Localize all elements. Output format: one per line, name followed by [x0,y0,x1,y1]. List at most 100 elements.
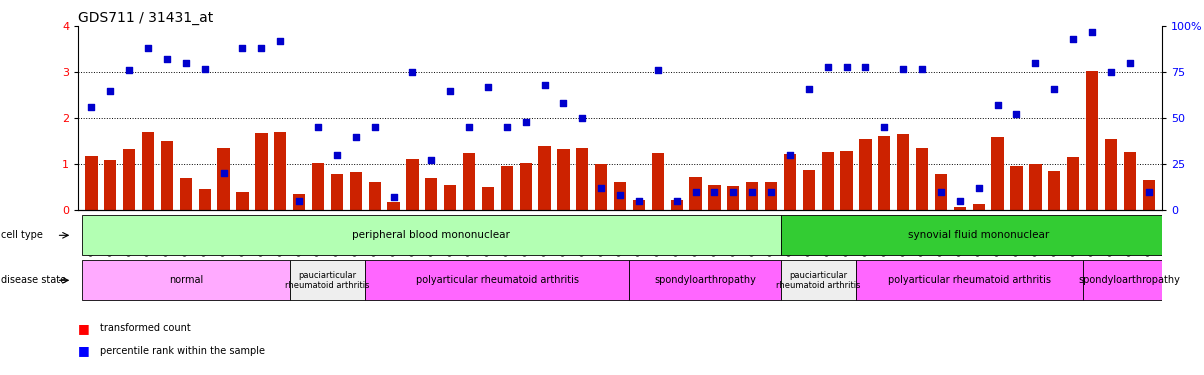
Bar [425,178,437,210]
Text: pauciarticular
rheumatoid arthritis: pauciarticular rheumatoid arthritis [777,271,861,290]
Point [1063,36,1082,42]
Bar [82,261,290,300]
Bar [1010,166,1022,210]
Point [252,45,271,51]
Bar [860,139,872,210]
Text: percentile rank within the sample: percentile rank within the sample [100,346,265,355]
Text: cell type: cell type [1,230,43,240]
Bar [897,134,909,210]
Bar [501,166,513,210]
Bar [630,261,780,300]
Bar [199,189,211,210]
Point [517,119,536,125]
Point [460,124,479,130]
Text: spondyloarthropathy: spondyloarthropathy [1079,275,1181,285]
Point [327,152,347,158]
Bar [444,185,456,210]
Bar [1105,139,1117,210]
Point [667,198,686,204]
Bar [934,174,948,210]
Bar [255,133,267,210]
Point [743,189,762,195]
Bar [671,200,683,210]
Point [893,66,913,72]
Point [648,68,667,74]
Bar [349,172,362,210]
Point [441,88,460,94]
Bar [633,200,645,210]
Bar [312,163,324,210]
Point [724,189,743,195]
Bar [82,216,780,255]
Text: transformed count: transformed count [100,323,190,333]
Bar [365,261,630,300]
Text: ■: ■ [78,344,90,357]
Bar [236,192,249,210]
Bar [1029,164,1041,210]
Bar [538,146,550,210]
Bar [1123,152,1135,210]
Point [346,134,365,140]
Point [950,198,969,204]
Bar [577,148,589,210]
Point [969,185,988,191]
Point [1102,69,1121,75]
Point [686,189,706,195]
Bar [293,194,306,210]
Point [875,124,895,130]
Bar [803,170,815,210]
Text: spondyloarthropathy: spondyloarthropathy [654,275,756,285]
Bar [482,187,494,210]
Bar [991,136,1004,210]
Point [610,192,630,198]
Point [421,158,441,164]
Bar [179,178,191,210]
Bar [331,174,343,210]
Bar [142,132,154,210]
Bar [708,185,720,210]
Bar [780,216,1178,255]
Bar [651,153,663,210]
Point [932,189,951,195]
Bar [406,159,419,210]
Bar [1082,261,1178,300]
Point [535,82,554,88]
Bar [123,149,135,210]
Text: ■: ■ [78,322,90,334]
Point [101,88,120,94]
Point [289,198,308,204]
Point [704,189,724,195]
Point [818,64,837,70]
Text: polyarticular rheumatoid arthritis: polyarticular rheumatoid arthritis [887,275,1051,285]
Bar [614,183,626,210]
Bar [105,160,117,210]
Bar [161,141,173,210]
Bar [368,182,380,210]
Point [384,194,403,200]
Point [988,102,1008,108]
Bar [821,152,834,210]
Point [856,64,875,70]
Bar [840,151,852,210]
Point [554,100,573,106]
Point [1026,60,1045,66]
Point [497,124,517,130]
Point [138,45,158,51]
Point [780,152,799,158]
Point [82,104,101,110]
Point [573,115,592,121]
Point [158,56,177,62]
Bar [388,202,400,210]
Bar [878,136,891,210]
Bar [1086,71,1098,210]
Bar [954,207,966,210]
Bar [520,163,532,210]
Point [119,68,138,74]
Bar [1049,171,1061,210]
Bar [690,177,702,210]
Bar [290,261,365,300]
Point [1007,111,1026,117]
Point [403,69,423,75]
Text: disease state: disease state [1,275,66,285]
Point [591,185,610,191]
